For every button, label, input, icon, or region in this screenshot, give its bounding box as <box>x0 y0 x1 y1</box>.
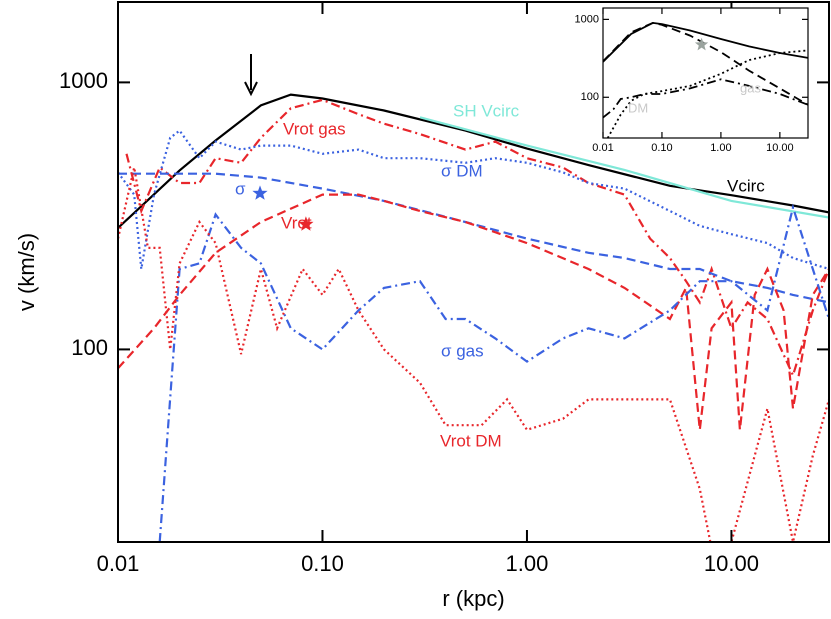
x-tick-label: 0.10 <box>301 551 344 576</box>
star-marker <box>694 37 709 51</box>
y-axis-title: v (km/s) <box>14 233 39 311</box>
series-line <box>606 49 808 138</box>
series-label: σ gas <box>441 341 484 360</box>
y-tick-label: 1000 <box>59 68 108 93</box>
x-tick-label: 10.00 <box>704 551 759 576</box>
series-line <box>118 193 829 430</box>
plot-area <box>603 21 808 138</box>
series-label: Vcirc <box>727 176 765 195</box>
star-marker <box>252 185 268 200</box>
series-line <box>118 167 829 542</box>
y-tick-label: 100 <box>71 335 108 360</box>
x-tick-label: 1.00 <box>710 142 731 154</box>
x-tick-label: 0.10 <box>651 142 672 154</box>
series-label: Vrot <box>281 213 312 232</box>
series-line <box>118 129 829 271</box>
axes-frame <box>117 1 830 543</box>
series-label: Vrot gas <box>283 119 346 138</box>
series-line <box>419 116 829 219</box>
series-label: σ DM <box>441 161 483 180</box>
plot-area <box>118 93 829 542</box>
series-label: gas <box>740 80 761 95</box>
series-line <box>118 93 829 229</box>
series-line <box>603 21 808 63</box>
series-line <box>603 21 808 106</box>
series-label: Vrot DM <box>440 431 502 450</box>
x-tick-label: 1.00 <box>506 551 549 576</box>
star-marker <box>298 216 314 231</box>
series-line <box>125 98 829 379</box>
y-tick-label: 1000 <box>575 13 599 25</box>
axes-frame <box>602 7 809 139</box>
x-axis-title: r (kpc) <box>442 586 504 611</box>
x-tick-label: 0.01 <box>592 142 613 154</box>
arrow <box>244 54 258 97</box>
series-line <box>158 203 829 542</box>
series-line <box>603 78 808 119</box>
series-label: SH Vcirc <box>453 101 520 120</box>
series-line <box>118 172 829 304</box>
series-label: σ <box>235 179 246 198</box>
inset-background <box>603 8 808 138</box>
y-tick-label: 100 <box>581 91 599 103</box>
x-tick-label: 10.00 <box>766 142 794 154</box>
series-label: DM <box>628 100 648 115</box>
x-tick-label: 0.01 <box>97 551 140 576</box>
